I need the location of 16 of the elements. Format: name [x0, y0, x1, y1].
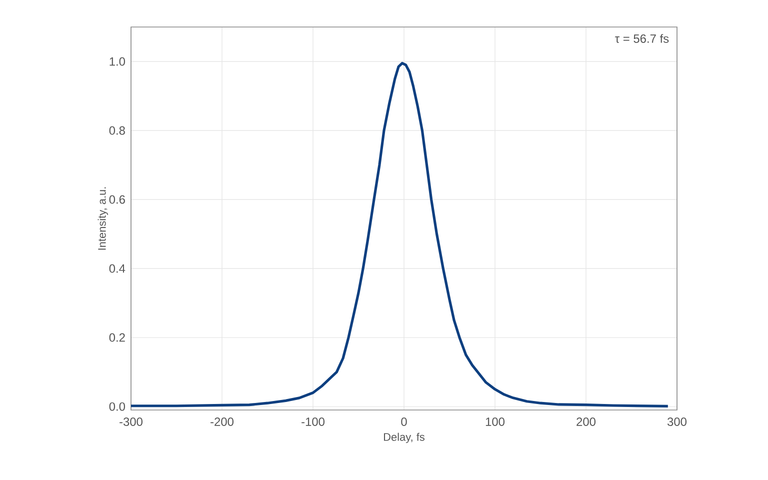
x-tick-label: 200 — [576, 418, 596, 426]
x-axis-title: Delay, fs — [384, 432, 424, 444]
x-tick-label: -200 — [210, 418, 234, 426]
x-tick-label: -300 — [120, 418, 142, 426]
x-tick-label: 100 — [486, 418, 505, 426]
y-tick-label: 0.6 — [109, 195, 125, 204]
y-tick-label: 0.8 — [109, 126, 125, 135]
y-tick-label: 1.0 — [110, 57, 126, 66]
annotation: τ = 56.7 fs — [615, 34, 669, 43]
y-tick-label: 0.2 — [109, 333, 125, 342]
x-tick-label: -100 — [302, 418, 324, 426]
y-tick-label: 0.0 — [109, 402, 126, 411]
y-axis-title: Intensity, a.u. — [98, 187, 108, 250]
x-tick-label: 300 — [667, 418, 687, 426]
y-tick-label: 0.4 — [109, 264, 126, 273]
x-tick-label: 0 — [401, 418, 407, 426]
